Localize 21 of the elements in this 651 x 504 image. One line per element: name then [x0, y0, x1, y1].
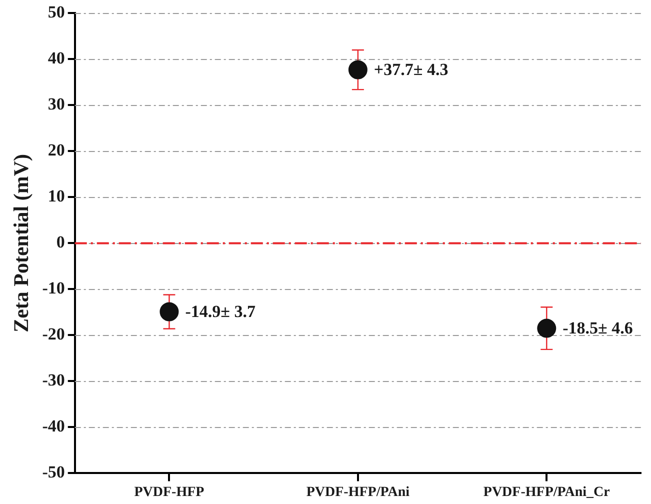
point	[160, 302, 179, 322]
y-tick-label: 0	[56, 232, 65, 252]
y-axis-title: Zeta Potential (mV)	[9, 154, 34, 332]
y-tick-label: -10	[42, 278, 65, 298]
point	[348, 60, 368, 80]
data-label: +37.7± 4.3	[374, 60, 448, 80]
y-tick-label: 50	[48, 2, 65, 22]
data-label: -18.5± 4.6	[562, 318, 633, 338]
x-tick-label: PVDF-HFP	[134, 485, 205, 500]
y-tick-label: 10	[48, 186, 65, 206]
y-tick-label: 20	[48, 140, 65, 160]
x-tick-label: PVDF-HFP/PAni_Cr	[483, 485, 610, 500]
data-label: -14.9± 3.7	[185, 302, 256, 322]
y-tick-label: -20	[42, 324, 65, 344]
y-tick-label: 30	[48, 94, 65, 114]
y-tick-label: -50	[42, 462, 65, 482]
y-tick-label: 40	[48, 48, 65, 68]
point	[537, 318, 556, 338]
y-tick-label: -40	[42, 416, 65, 436]
y-tick-label: -30	[42, 370, 65, 390]
x-tick-label: PVDF-HFP/PAni	[306, 485, 410, 500]
